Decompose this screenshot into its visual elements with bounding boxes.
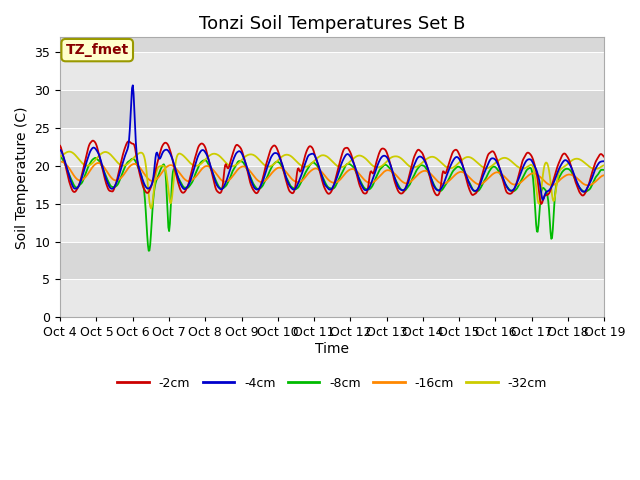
Bar xyxy=(60,128,604,166)
X-axis label: Time: Time xyxy=(316,342,349,356)
Legend: -2cm, -4cm, -8cm, -16cm, -32cm: -2cm, -4cm, -8cm, -16cm, -32cm xyxy=(113,372,552,395)
Bar xyxy=(60,52,604,90)
Y-axis label: Soil Temperature (C): Soil Temperature (C) xyxy=(15,106,29,249)
Bar xyxy=(60,204,604,241)
Text: TZ_fmet: TZ_fmet xyxy=(65,43,129,57)
Bar xyxy=(60,279,604,317)
Title: Tonzi Soil Temperatures Set B: Tonzi Soil Temperatures Set B xyxy=(199,15,465,33)
